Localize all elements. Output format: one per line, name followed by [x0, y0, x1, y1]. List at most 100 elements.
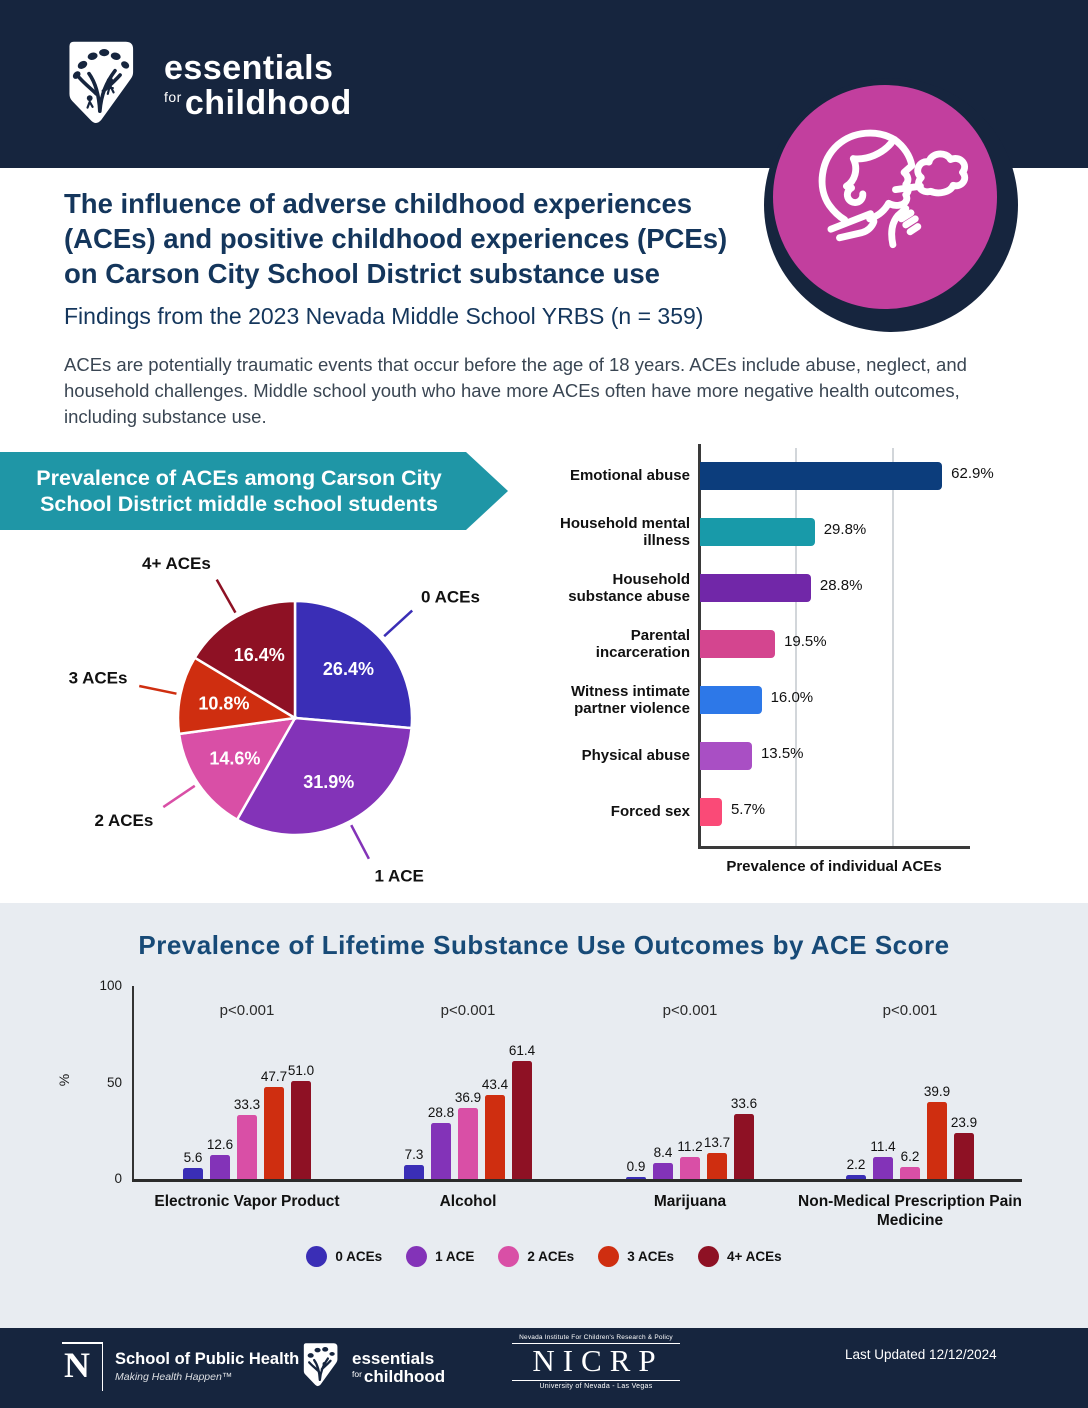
- bar-value-label: 8.4: [653, 1144, 673, 1160]
- y-axis-tick: 0: [114, 1171, 122, 1186]
- hbar-value-label: 19.5%: [784, 633, 827, 650]
- legend-item: 1 ACE: [406, 1246, 474, 1267]
- bar-group-alcohol: 7.3 28.8 36.9 43.4 61.4: [404, 986, 535, 1179]
- hbar-category-label: Physical abuse: [581, 747, 690, 765]
- legend-swatch-icon: [306, 1246, 328, 1267]
- bar-4-aces: 23.9: [951, 1115, 977, 1179]
- bar-4-aces: 61.4: [509, 1043, 535, 1179]
- hbar-value-label: 28.8%: [819, 577, 863, 594]
- pie-category-label: 4+ ACEs: [142, 554, 211, 573]
- bar-2-aces: 11.2: [677, 1139, 703, 1179]
- hbar-category-label: Emotional abuse: [569, 467, 690, 485]
- legend-label: 2 ACEs: [527, 1249, 575, 1264]
- unr-n-icon: N: [62, 1342, 103, 1391]
- legend-swatch-icon: [598, 1246, 620, 1267]
- nicrp-university: University of Nevada - Las Vegas: [539, 1382, 653, 1390]
- footer-efc-line2: childhood: [363, 1366, 446, 1386]
- bar-value-label: 51.0: [287, 1062, 315, 1078]
- pie-value-label: 31.9%: [303, 772, 354, 792]
- hbar-x-axis-label: Prevalence of individual ACEs: [726, 858, 942, 875]
- nevada-tree-logo-icon-small: [300, 1340, 342, 1395]
- bar-group-non-medical-prescription-pain-medicine: 2.2 11.4 6.2 39.9 23.9: [846, 986, 977, 1179]
- pie-leader-line: [383, 609, 414, 638]
- individual-aces-bar-chart: Emotional abuse 62.9% Household mental ill…: [540, 444, 1088, 888]
- legend-item: 2 ACEs: [498, 1246, 574, 1267]
- grouped-chart-x-axis: [132, 1179, 1022, 1182]
- pie-category-label: 3 ACEs: [69, 669, 128, 688]
- bar-2-aces: 33.3: [234, 1097, 260, 1179]
- bar-0-aces: 7.3: [404, 1147, 424, 1179]
- hbar-gridline: [891, 448, 894, 846]
- bar-3-aces: 39.9: [924, 1084, 950, 1179]
- y-axis-tick: 50: [106, 1074, 122, 1090]
- pie-slice-3-aces: [176, 655, 299, 736]
- legend-label: 4+ ACEs: [726, 1249, 782, 1264]
- hbar-value-label: 5.7%: [730, 801, 766, 818]
- bar-value-label: 2.2: [846, 1156, 866, 1172]
- ace-score-legend: 0 ACEs 1 ACE 2 ACEs 3 ACEs 4+ ACEs: [0, 1246, 1088, 1267]
- pie-slice-1-ace: [235, 716, 413, 837]
- p-value-annotation: p<0.001: [219, 1002, 275, 1019]
- hbar-row: Physical abuse 13.5%: [540, 728, 1088, 784]
- hbar-category-label: Household substance abuse: [568, 570, 690, 605]
- legend-item: 0 ACEs: [306, 1246, 382, 1267]
- substance-use-grouped-bar-chart: 5.6 12.6 33.3 47.7 51.0 p<0.001 Electronic Vap…: [132, 986, 1022, 1229]
- page-title: The influence of adverse childhood exper…: [64, 188, 728, 290]
- hbar-bar-forced-sex: [700, 798, 722, 826]
- pie-category-label: 1 ACE: [374, 866, 423, 885]
- page-subtitle: Findings from the 2023 Nevada Middle Sch…: [64, 303, 704, 329]
- unr-tagline: Making Health Happen™: [115, 1371, 233, 1383]
- nicrp-logo: Nevada Institute For Children's Research…: [512, 1334, 680, 1390]
- pie-leader-line: [138, 684, 177, 695]
- footer-essentials-logo: essentials for childhood: [300, 1340, 445, 1395]
- last-updated-text: Last Updated 12/12/2024: [845, 1347, 997, 1362]
- bar-3-aces: 13.7: [704, 1135, 730, 1179]
- intro-paragraph: ACEs are potentially traumatic events th…: [64, 354, 967, 427]
- bar-value-label: 0.9: [626, 1159, 646, 1174]
- bar-value-label: 33.3: [233, 1096, 261, 1112]
- pie-slice-2-aces: [177, 716, 298, 822]
- hero-badge-ring: [764, 78, 1018, 332]
- bar-4-aces: 51.0: [288, 1063, 314, 1179]
- brand-line1: essentials: [164, 48, 334, 87]
- bar-value-label: 33.6: [730, 1096, 758, 1112]
- legend-item: 3 ACEs: [598, 1246, 674, 1267]
- hbar-bar-household-mental-illness: [700, 518, 815, 546]
- bar-0-aces: 5.6: [183, 1150, 203, 1179]
- substance-use-chart-title: Prevalence of Lifetime Substance Use Out…: [138, 930, 950, 960]
- pie-value-label: 14.6%: [209, 749, 260, 769]
- pie-value-label: 16.4%: [234, 645, 285, 665]
- nicrp-acronym: NICRP: [512, 1344, 680, 1381]
- footer-efc-line1: essentials: [352, 1348, 435, 1368]
- grouped-chart-y-axis: [132, 986, 134, 1179]
- brand-wordmark: essentials for childhood: [164, 51, 352, 120]
- brand-for: for: [164, 88, 182, 105]
- hbar-value-label: 62.9%: [951, 465, 994, 482]
- child-vaping-icon: [818, 129, 969, 249]
- hbar-category-label: Household mental illness: [559, 514, 690, 549]
- group-category-label: Alcohol: [439, 1193, 497, 1210]
- hbar-bar-physical-abuse: [700, 742, 752, 770]
- hbar-gridline: [795, 448, 798, 846]
- unr-school-name: School of Public Health: [115, 1350, 300, 1368]
- bar-1-ace: 11.4: [870, 1139, 896, 1179]
- bar-value-label: 13.7: [703, 1134, 731, 1150]
- bar-value-label: 7.3: [404, 1146, 424, 1162]
- hbar-row: Household substance abuse 28.8%: [540, 560, 1088, 616]
- hbar-bar-household-substance-abuse: [700, 574, 811, 602]
- p-value-annotation: p<0.001: [440, 1002, 496, 1019]
- group-category-label: Marijuana: [653, 1193, 727, 1210]
- bar-1-ace: 12.6: [207, 1137, 233, 1179]
- bar-value-label: 5.6: [183, 1150, 203, 1166]
- legend-swatch-icon: [406, 1246, 428, 1267]
- pie-leader-line: [350, 824, 370, 860]
- p-value-annotation: p<0.001: [662, 1002, 718, 1019]
- bar-2-aces: 6.2: [900, 1149, 920, 1179]
- group-category-label: Electronic Vapor Product: [154, 1193, 340, 1210]
- legend-swatch-icon: [697, 1246, 719, 1267]
- bar-value-label: 43.4: [481, 1077, 509, 1093]
- hbar-x-axis: [698, 846, 970, 849]
- aces-prevalence-banner: Prevalence of ACEs among Carson City Sch…: [0, 452, 508, 530]
- bar-value-label: 11.2: [677, 1139, 703, 1155]
